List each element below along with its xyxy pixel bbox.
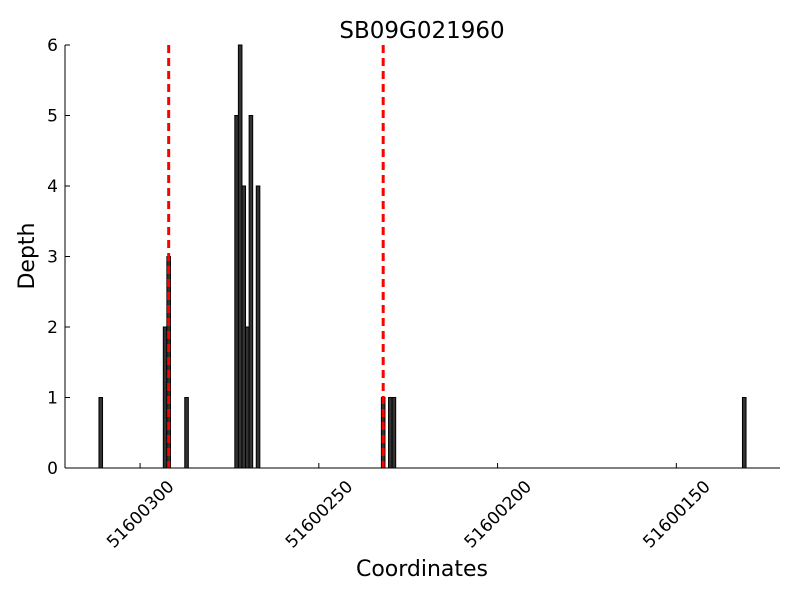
bar <box>741 397 747 469</box>
bar <box>248 115 254 469</box>
bar <box>184 397 189 469</box>
y-tick-label: 1 <box>47 389 58 409</box>
bar <box>162 326 168 469</box>
y-tick-label: 2 <box>47 318 58 338</box>
chart-title: SB09G021960 <box>339 18 504 44</box>
y-axis-label: Depth <box>15 222 40 289</box>
y-tick-label: 4 <box>47 177 58 197</box>
bar <box>237 44 243 469</box>
bar <box>98 397 104 469</box>
bar <box>241 185 247 469</box>
bar <box>391 397 397 469</box>
bar <box>380 397 386 469</box>
y-tick-label: 0 <box>47 459 58 479</box>
bar <box>388 397 393 469</box>
y-tick-label: 5 <box>47 107 58 127</box>
y-tick-label: 3 <box>47 248 58 268</box>
bar <box>234 115 239 469</box>
y-tick-label: 6 <box>47 36 58 56</box>
x-axis-label: Coordinates <box>356 557 488 582</box>
bar <box>255 185 261 469</box>
bar <box>245 326 250 469</box>
